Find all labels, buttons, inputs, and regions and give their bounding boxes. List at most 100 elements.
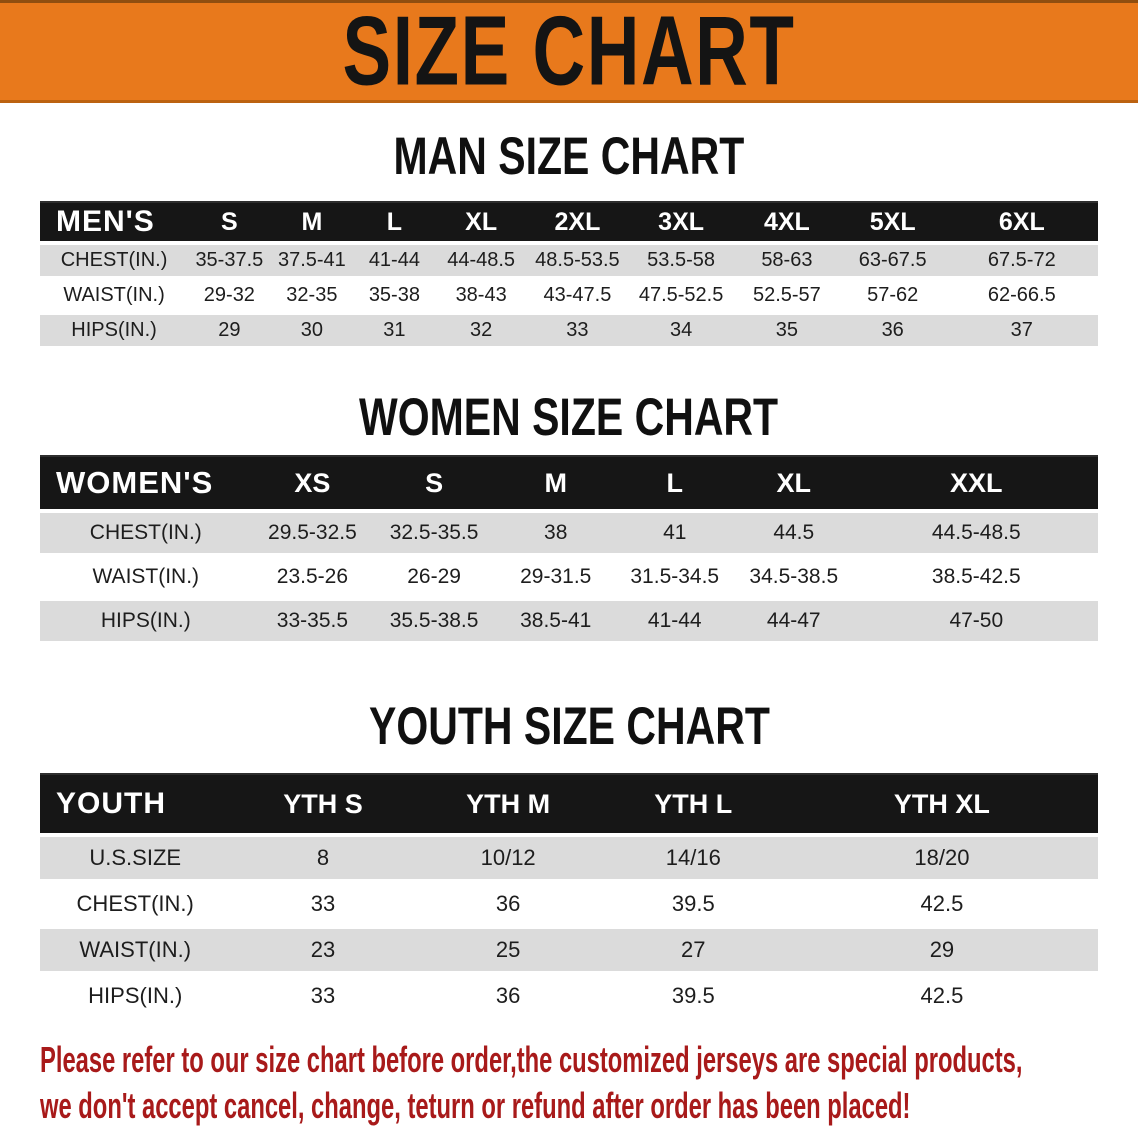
women-size-table: WOMEN'S XS S M L XL XXL CHEST(IN.) 29.5-32.5 32.5… <box>40 455 1098 645</box>
men-row-label: CHEST(IN.) <box>40 245 189 280</box>
women-size-value-cell: 29.5-32.5 <box>251 513 374 557</box>
youth-size-column-header: YTH L <box>600 773 786 837</box>
youth-row-label: CHEST(IN.) <box>40 883 231 929</box>
women-size-value-cell: 33-35.5 <box>251 601 374 645</box>
youth-row-label: HIPS(IN.) <box>40 975 231 1021</box>
women-size-column-header: L <box>616 455 733 513</box>
youth-row-label: WAIST(IN.) <box>40 929 231 975</box>
youth-size-value-cell: 42.5 <box>785 883 1098 929</box>
men-size-value-cell: 29-32 <box>188 280 271 315</box>
women-size-value-cell: 32.5-35.5 <box>373 513 495 557</box>
youth-measurement-row: U.S.SIZE 8 10/12 14/16 18/20 <box>40 837 1098 883</box>
men-size-value-cell: 52.5-57 <box>734 280 840 315</box>
men-size-value-cell: 35 <box>734 315 840 350</box>
women-size-value-cell: 38.5-41 <box>494 601 617 645</box>
youth-size-value-cell: 39.5 <box>600 975 786 1021</box>
men-size-column-header: 3XL <box>628 201 734 245</box>
youth-size-column-header: YTH S <box>230 773 416 837</box>
youth-size-table-container: YOUTH YTH S YTH M YTH L YTH XL U.S.SIZE 8 10/12… <box>40 773 1098 1021</box>
youth-table-label: YOUTH <box>40 773 231 837</box>
women-measurement-row: WAIST(IN.) 23.5-26 26-29 29-31.5 31.5-34.5 34… <box>40 557 1098 601</box>
men-size-value-cell: 43-47.5 <box>526 280 629 315</box>
women-size-column-header: XL <box>732 455 855 513</box>
youth-size-header-row: YOUTH YTH S YTH M YTH L YTH XL <box>40 773 1098 837</box>
disclaimer-line-2: we don't accept cancel, change, teturn o… <box>40 1085 911 1126</box>
youth-size-value-cell: 36 <box>415 975 601 1021</box>
women-size-value-cell: 31.5-34.5 <box>616 557 733 601</box>
women-size-column-header: S <box>373 455 495 513</box>
men-size-column-header: 6XL <box>945 201 1098 245</box>
men-size-column-header: 5XL <box>839 201 946 245</box>
men-size-value-cell: 41-44 <box>353 245 436 280</box>
women-size-value-cell: 38.5-42.5 <box>854 557 1098 601</box>
men-size-value-cell: 47.5-52.5 <box>628 280 734 315</box>
men-size-column-header: XL <box>435 201 527 245</box>
women-size-value-cell: 44.5 <box>732 513 855 557</box>
women-size-value-cell: 41-44 <box>616 601 733 645</box>
men-size-value-cell: 62-66.5 <box>945 280 1098 315</box>
youth-size-value-cell: 14/16 <box>600 837 786 883</box>
youth-measurement-row: CHEST(IN.) 33 36 39.5 42.5 <box>40 883 1098 929</box>
youth-size-value-cell: 39.5 <box>600 883 786 929</box>
men-size-value-cell: 31 <box>353 315 436 350</box>
women-size-column-header: XS <box>251 455 374 513</box>
men-section-heading-text: MAN SIZE CHART <box>393 126 745 186</box>
youth-size-column-header: YTH M <box>415 773 601 837</box>
women-size-column-header: XXL <box>854 455 1098 513</box>
men-size-value-cell: 67.5-72 <box>945 245 1098 280</box>
youth-size-value-cell: 18/20 <box>785 837 1098 883</box>
men-size-value-cell: 38-43 <box>435 280 527 315</box>
men-size-value-cell: 44-48.5 <box>435 245 527 280</box>
women-size-value-cell: 26-29 <box>373 557 495 601</box>
youth-size-value-cell: 42.5 <box>785 975 1098 1021</box>
women-size-value-cell: 47-50 <box>854 601 1098 645</box>
men-row-label: HIPS(IN.) <box>40 315 189 350</box>
youth-size-column-header: YTH XL <box>785 773 1098 837</box>
women-size-value-cell: 29-31.5 <box>494 557 617 601</box>
men-table-label: MEN'S <box>40 201 189 245</box>
men-measurement-row: HIPS(IN.) 29 30 31 32 33 34 35 36 37 <box>40 315 1098 350</box>
men-size-column-header: S <box>188 201 271 245</box>
men-size-value-cell: 35-38 <box>353 280 436 315</box>
youth-size-value-cell: 36 <box>415 883 601 929</box>
youth-measurement-row: WAIST(IN.) 23 25 27 29 <box>40 929 1098 975</box>
youth-size-value-cell: 33 <box>230 975 416 1021</box>
women-size-value-cell: 34.5-38.5 <box>732 557 855 601</box>
men-measurement-row: CHEST(IN.) 35-37.5 37.5-41 41-44 44-48.5 48.5… <box>40 245 1098 280</box>
men-size-value-cell: 32-35 <box>270 280 354 315</box>
men-size-value-cell: 58-63 <box>734 245 840 280</box>
women-row-label: WAIST(IN.) <box>40 557 252 601</box>
youth-size-value-cell: 23 <box>230 929 416 975</box>
women-section-heading: WOMEN SIZE CHART <box>0 388 1138 447</box>
youth-size-value-cell: 27 <box>600 929 786 975</box>
men-section-heading: MAN SIZE CHART <box>0 127 1138 186</box>
youth-size-value-cell: 10/12 <box>415 837 601 883</box>
men-size-value-cell: 63-67.5 <box>839 245 946 280</box>
women-size-value-cell: 44-47 <box>732 601 855 645</box>
women-measurement-row: HIPS(IN.) 33-35.5 35.5-38.5 38.5-41 41-44 44-… <box>40 601 1098 645</box>
women-section-heading-text: WOMEN SIZE CHART <box>359 387 779 447</box>
men-size-value-cell: 32 <box>435 315 527 350</box>
youth-row-label: U.S.SIZE <box>40 837 231 883</box>
youth-size-value-cell: 29 <box>785 929 1098 975</box>
women-row-label: CHEST(IN.) <box>40 513 252 557</box>
banner-title: SIZE CHART <box>342 0 796 106</box>
youth-size-value-cell: 8 <box>230 837 416 883</box>
women-size-table-container: WOMEN'S XS S M L XL XXL CHEST(IN.) 29.5-32.5 32.5… <box>40 455 1098 645</box>
women-table-label: WOMEN'S <box>40 455 252 513</box>
men-size-value-cell: 57-62 <box>839 280 946 315</box>
men-measurement-row: WAIST(IN.) 29-32 32-35 35-38 38-43 43-47.5 47.… <box>40 280 1098 315</box>
women-size-header-row: WOMEN'S XS S M L XL XXL <box>40 455 1098 513</box>
men-size-header-row: MEN'S S M L XL 2XL 3XL 4XL 5XL 6XL <box>40 201 1098 245</box>
men-size-column-header: L <box>353 201 436 245</box>
men-size-value-cell: 29 <box>188 315 271 350</box>
women-size-value-cell: 35.5-38.5 <box>373 601 495 645</box>
women-size-column-header: M <box>494 455 617 513</box>
women-size-value-cell: 38 <box>494 513 617 557</box>
men-size-table-container: MEN'S S M L XL 2XL 3XL 4XL 5XL 6XL CHEST(IN.) 35-37… <box>40 201 1098 350</box>
men-size-column-header: M <box>270 201 354 245</box>
men-size-value-cell: 37 <box>945 315 1098 350</box>
women-size-value-cell: 23.5-26 <box>251 557 374 601</box>
men-size-value-cell: 33 <box>526 315 629 350</box>
men-size-value-cell: 48.5-53.5 <box>526 245 629 280</box>
